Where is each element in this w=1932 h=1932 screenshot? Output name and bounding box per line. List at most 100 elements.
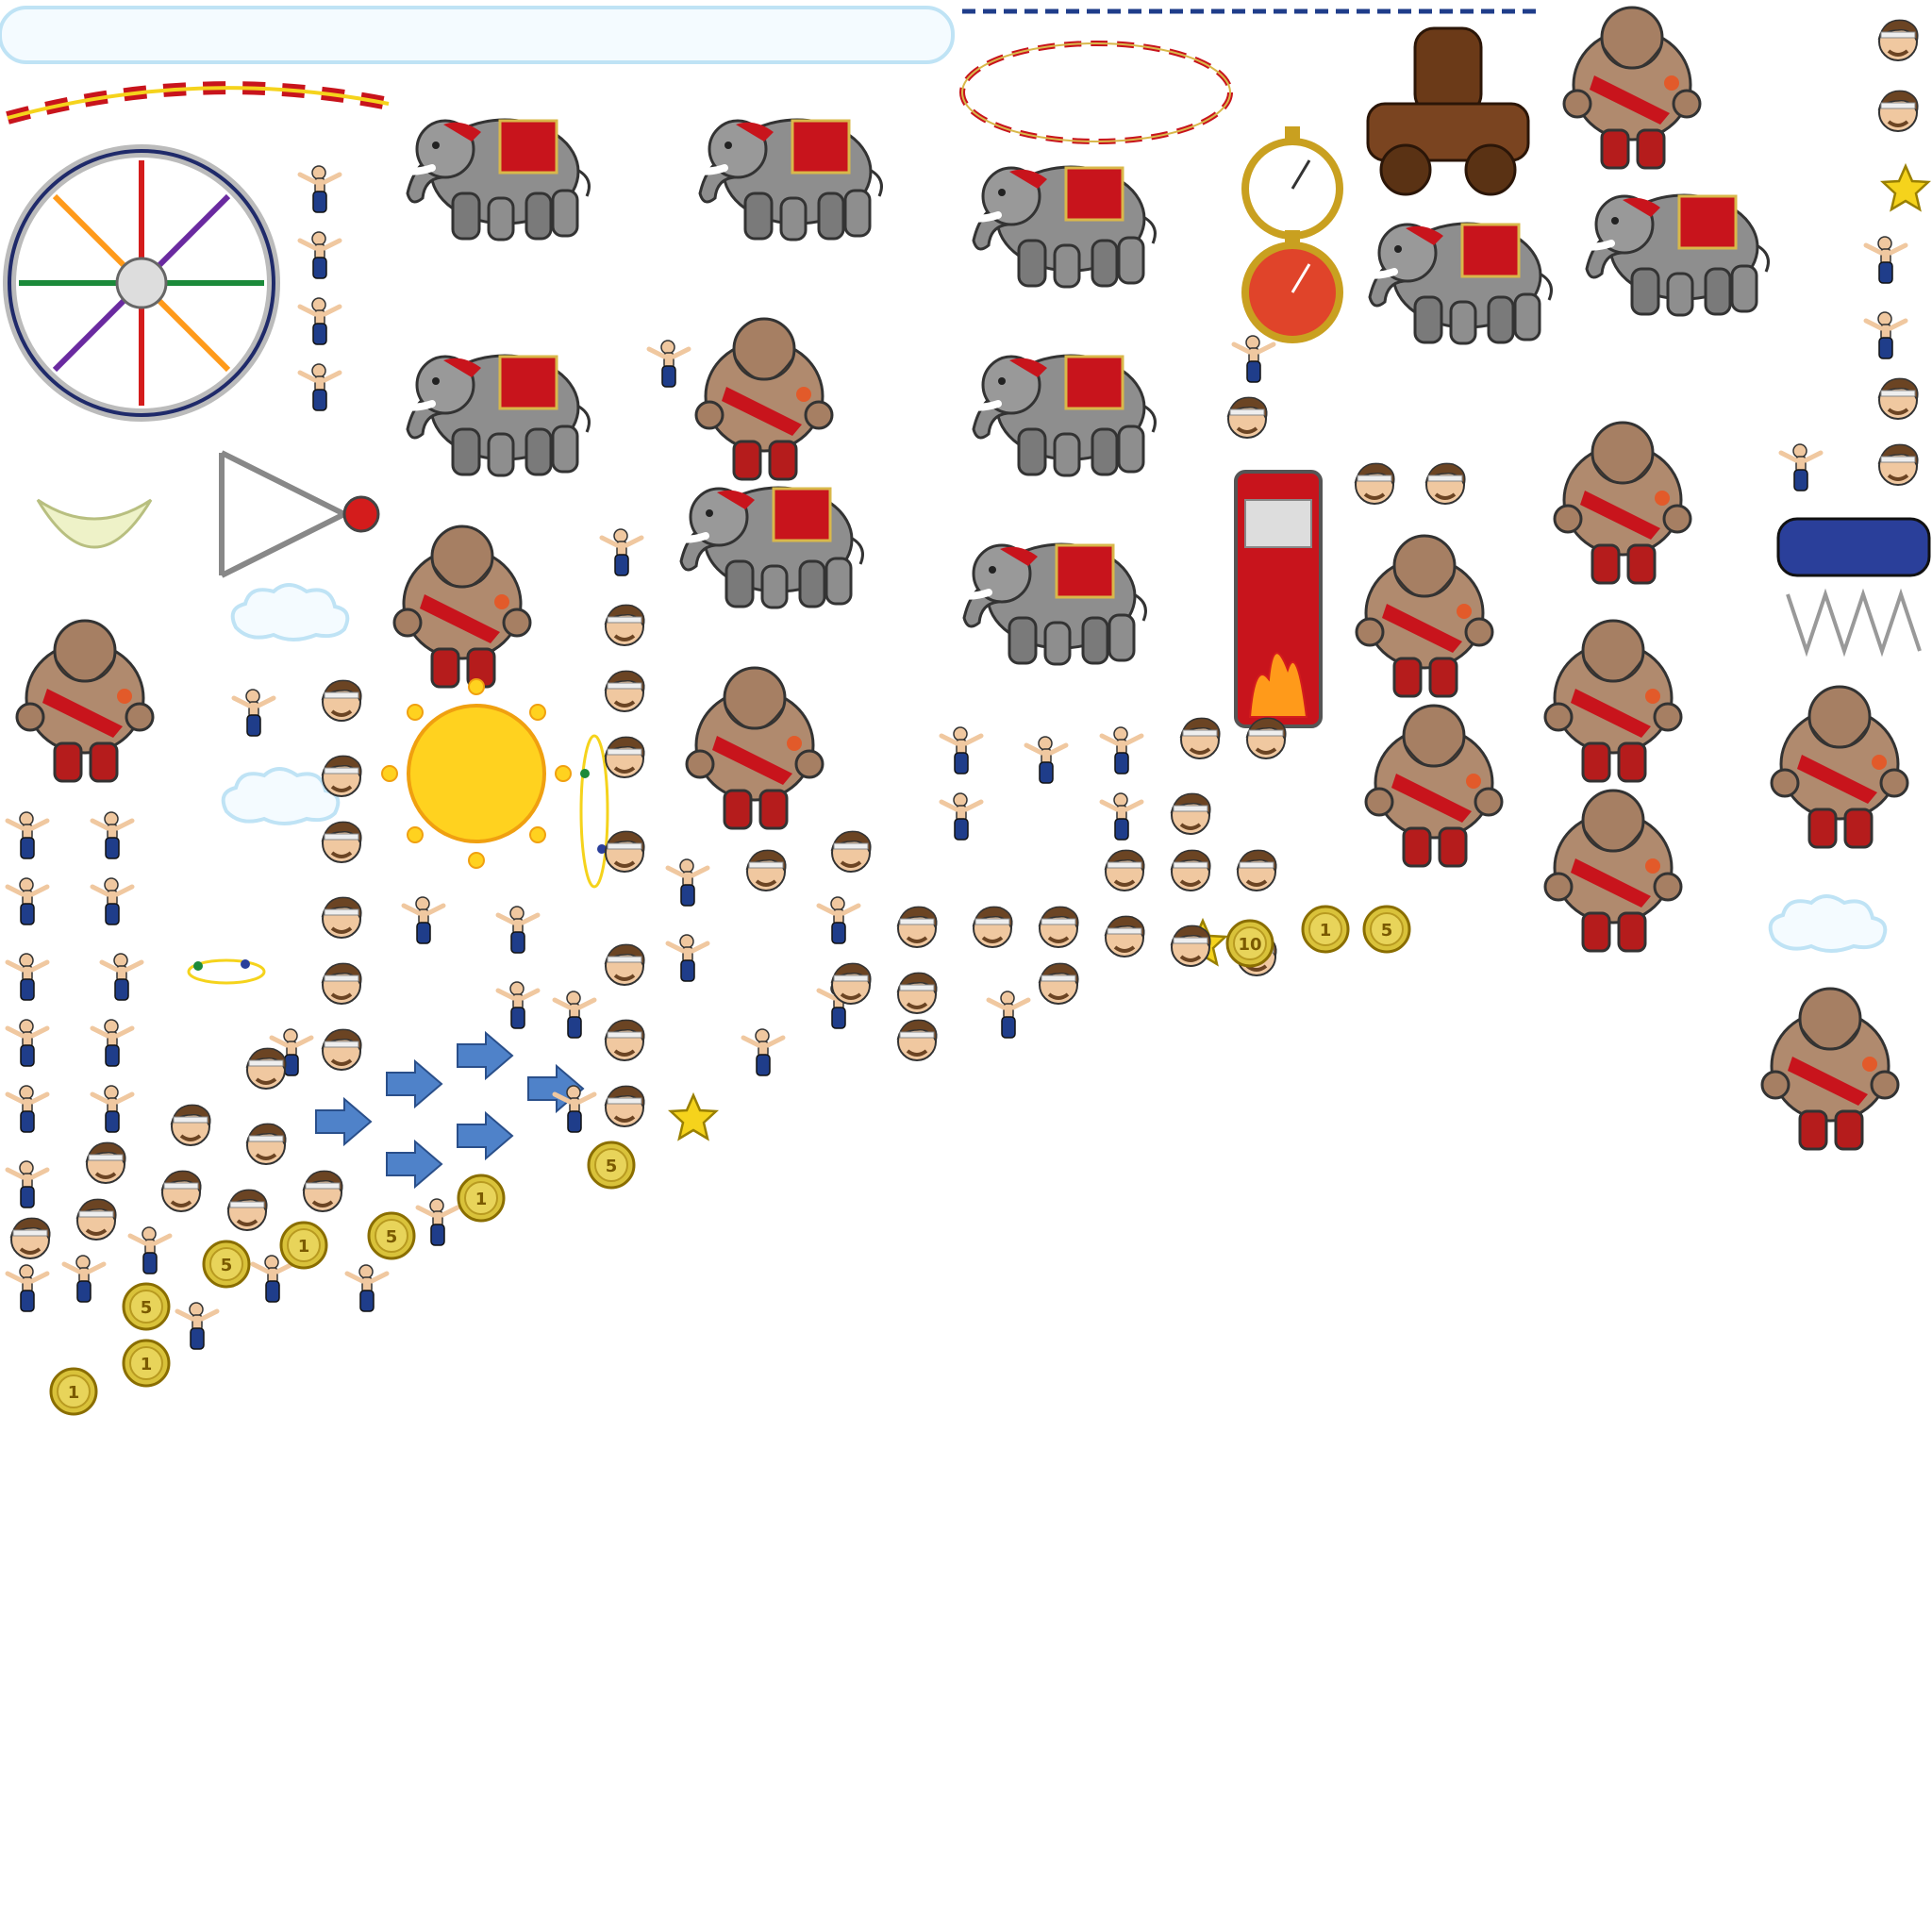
elephant-icon: [675, 488, 862, 608]
acrobat-icon: [8, 1265, 47, 1311]
acrobat-icon: [668, 859, 708, 906]
acrobat-head-icon: [1104, 848, 1146, 892]
acrobat-icon: [1866, 237, 1906, 283]
acrobat-icon: [418, 1199, 458, 1245]
acrobat-head-icon: [321, 754, 363, 798]
arrow-icon: [315, 1098, 372, 1145]
crescent-moon-icon: [36, 498, 153, 549]
acrobat-head-icon: [1038, 961, 1080, 1006]
star-icon: [669, 1093, 718, 1141]
acrobat-icon: [8, 812, 47, 858]
acrobat-icon: [602, 529, 641, 575]
acrobat-icon: [130, 1227, 170, 1274]
coin-icon: 1: [1301, 905, 1350, 954]
acrobat-icon: [1026, 737, 1066, 783]
acrobat-icon: [404, 897, 443, 943]
acrobat-head-icon: [604, 1018, 646, 1062]
wheel-icon: [3, 144, 280, 422]
coin-icon: 1: [457, 1174, 506, 1223]
acrobat-head-icon: [245, 1122, 288, 1166]
acrobat-head-icon: [321, 678, 363, 723]
acrobat-icon: [300, 364, 340, 410]
arch-bar-icon: [6, 81, 391, 125]
acrobat-head-icon: [1170, 848, 1212, 892]
trapeze-frame-icon: [219, 450, 380, 578]
acrobat-icon: [1866, 312, 1906, 358]
acrobat-head-icon: [302, 1169, 344, 1213]
acrobat-head-icon: [321, 820, 363, 864]
coin-label: 5: [386, 1227, 398, 1247]
stopwatch-icon: [1241, 126, 1343, 240]
acrobat-head-icon: [1179, 716, 1222, 760]
coin-icon: 5: [122, 1282, 171, 1331]
coin-label: 5: [221, 1256, 233, 1275]
coin-icon: 10: [1225, 919, 1274, 968]
acrobat-icon: [253, 1256, 292, 1302]
acrobat-icon: [941, 727, 981, 774]
coin-label: 1: [68, 1383, 80, 1403]
acrobat-icon: [300, 166, 340, 212]
acrobat-icon: [498, 982, 538, 1028]
coin-label: 1: [1320, 921, 1332, 941]
acrobat-icon: [8, 1161, 47, 1208]
acrobat-head-icon: [1877, 442, 1920, 487]
acrobat-icon: [8, 1086, 47, 1132]
arrow-icon: [457, 1032, 513, 1079]
cloud-icon: [1768, 894, 1888, 953]
acrobat-head-icon: [1424, 461, 1467, 506]
stopwatch-icon: [1241, 230, 1343, 343]
elephant-icon: [402, 120, 589, 240]
elephant-icon: [958, 544, 1145, 664]
cloud-icon: [221, 767, 341, 825]
acrobat-head-icon: [604, 669, 646, 713]
acrobat-head-icon: [830, 961, 873, 1006]
acrobat-icon: [92, 1086, 132, 1132]
elephant-icon: [402, 356, 589, 475]
acrobat-head-icon: [321, 895, 363, 940]
acrobat-head-icon: [245, 1046, 288, 1091]
elephant-icon: [968, 356, 1155, 475]
coin-label: 1: [475, 1190, 488, 1209]
coin-label: 1: [141, 1355, 153, 1374]
coin-icon: 5: [367, 1211, 416, 1260]
acrobat-icon: [347, 1265, 387, 1311]
arrow-icon: [457, 1112, 513, 1159]
acrobat-head-icon: [321, 1027, 363, 1072]
elephant-icon: [1581, 195, 1768, 315]
arrow-icon: [386, 1060, 442, 1108]
acrobat-head-icon: [1354, 461, 1396, 506]
acrobat-head-icon: [745, 848, 788, 892]
acrobat-head-icon: [830, 829, 873, 874]
coin-icon: 5: [587, 1141, 636, 1190]
coin-label: 5: [1381, 921, 1393, 941]
acrobat-icon: [819, 897, 858, 943]
acrobat-icon: [555, 991, 594, 1038]
acrobat-icon: [177, 1303, 217, 1349]
acrobat-icon: [300, 298, 340, 344]
coin-icon: 1: [49, 1367, 98, 1416]
acrobat-head-icon: [75, 1197, 118, 1241]
acrobat-icon: [668, 935, 708, 981]
acrobat-head-icon: [604, 829, 646, 874]
acrobat-icon: [102, 954, 142, 1000]
acrobat-head-icon: [9, 1216, 52, 1260]
strongman-icon: [1770, 685, 1909, 849]
acrobat-icon: [498, 907, 538, 953]
acrobat-head-icon: [896, 971, 939, 1015]
coin-label: 5: [606, 1157, 618, 1176]
acrobat-head-icon: [1038, 905, 1080, 949]
acrobat-head-icon: [1877, 18, 1920, 63]
star-icon: [1881, 164, 1930, 211]
acrobat-icon: [300, 232, 340, 278]
acrobat-icon: [649, 341, 689, 387]
dizzy-stars-icon: [579, 734, 609, 889]
coin-icon: 1: [279, 1221, 328, 1270]
strongman-icon: [1760, 987, 1900, 1151]
acrobat-head-icon: [1877, 376, 1920, 421]
acrobat-head-icon: [604, 942, 646, 987]
cloud-strip-icon: [0, 6, 955, 64]
strongman-icon: [694, 317, 834, 481]
acrobat-icon: [8, 878, 47, 924]
coin-group: 10 1 5 5 1 5 1 5 5 1 1: [49, 905, 1411, 1416]
acrobat-icon: [8, 1020, 47, 1066]
